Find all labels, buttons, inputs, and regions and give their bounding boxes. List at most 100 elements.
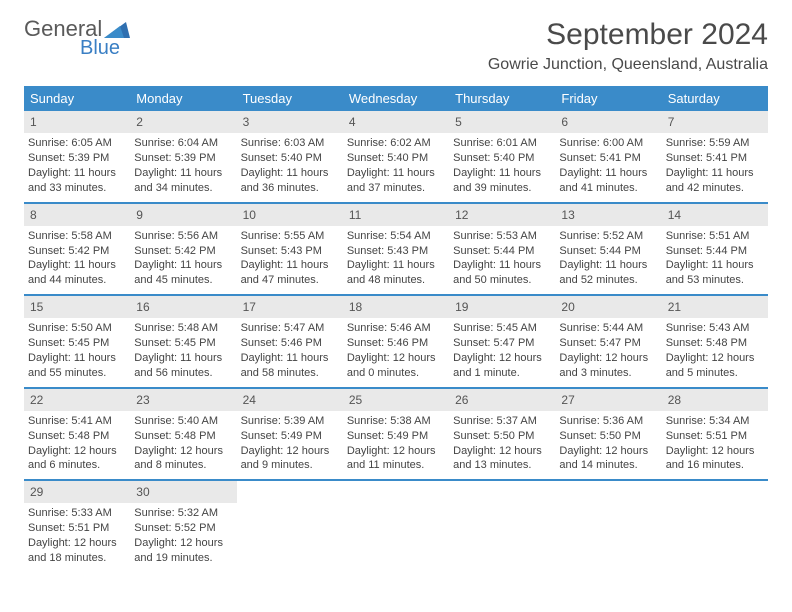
daylight-text: Daylight: 11 hours and 58 minutes.: [241, 351, 339, 381]
sunset-text: Sunset: 5:47 PM: [453, 336, 551, 351]
day-cell: 10Sunrise: 5:55 AMSunset: 5:43 PMDayligh…: [237, 204, 343, 295]
day-cell: 9Sunrise: 5:56 AMSunset: 5:42 PMDaylight…: [130, 204, 236, 295]
sunset-text: Sunset: 5:43 PM: [241, 244, 339, 259]
day-number: 13: [555, 204, 661, 226]
week-row: 1Sunrise: 6:05 AMSunset: 5:39 PMDaylight…: [24, 111, 768, 202]
daylight-text: Daylight: 11 hours and 36 minutes.: [241, 166, 339, 196]
day-cell: 20Sunrise: 5:44 AMSunset: 5:47 PMDayligh…: [555, 296, 661, 387]
daylight-text: Daylight: 11 hours and 53 minutes.: [666, 258, 764, 288]
daylight-text: Daylight: 12 hours and 0 minutes.: [347, 351, 445, 381]
sunset-text: Sunset: 5:44 PM: [666, 244, 764, 259]
day-number: 5: [449, 111, 555, 133]
sunrise-text: Sunrise: 5:47 AM: [241, 321, 339, 336]
sunset-text: Sunset: 5:51 PM: [28, 521, 126, 536]
daylight-text: Daylight: 11 hours and 50 minutes.: [453, 258, 551, 288]
day-body: Sunrise: 5:40 AMSunset: 5:48 PMDaylight:…: [130, 411, 236, 479]
day-cell: 22Sunrise: 5:41 AMSunset: 5:48 PMDayligh…: [24, 389, 130, 480]
week-row: 29Sunrise: 5:33 AMSunset: 5:51 PMDayligh…: [24, 479, 768, 572]
day-cell: 17Sunrise: 5:47 AMSunset: 5:46 PMDayligh…: [237, 296, 343, 387]
calendar-weeks: 1Sunrise: 6:05 AMSunset: 5:39 PMDaylight…: [24, 111, 768, 572]
sunset-text: Sunset: 5:45 PM: [134, 336, 232, 351]
day-cell: 4Sunrise: 6:02 AMSunset: 5:40 PMDaylight…: [343, 111, 449, 202]
day-number: 6: [555, 111, 661, 133]
day-body: Sunrise: 5:54 AMSunset: 5:43 PMDaylight:…: [343, 226, 449, 294]
day-body: Sunrise: 5:33 AMSunset: 5:51 PMDaylight:…: [24, 503, 130, 571]
sunrise-text: Sunrise: 6:03 AM: [241, 136, 339, 151]
day-cell: 30Sunrise: 5:32 AMSunset: 5:52 PMDayligh…: [130, 481, 236, 572]
day-body: Sunrise: 5:58 AMSunset: 5:42 PMDaylight:…: [24, 226, 130, 294]
day-body: Sunrise: 5:38 AMSunset: 5:49 PMDaylight:…: [343, 411, 449, 479]
day-body: Sunrise: 5:37 AMSunset: 5:50 PMDaylight:…: [449, 411, 555, 479]
day-number: 18: [343, 296, 449, 318]
sunset-text: Sunset: 5:44 PM: [559, 244, 657, 259]
sunrise-text: Sunrise: 5:55 AM: [241, 229, 339, 244]
location: Gowrie Junction, Queensland, Australia: [488, 56, 768, 74]
daylight-text: Daylight: 11 hours and 37 minutes.: [347, 166, 445, 196]
sunrise-text: Sunrise: 5:41 AM: [28, 414, 126, 429]
day-cell: 11Sunrise: 5:54 AMSunset: 5:43 PMDayligh…: [343, 204, 449, 295]
day-number: 19: [449, 296, 555, 318]
sunrise-text: Sunrise: 6:02 AM: [347, 136, 445, 151]
sunset-text: Sunset: 5:49 PM: [347, 429, 445, 444]
daylight-text: Daylight: 12 hours and 6 minutes.: [28, 444, 126, 474]
day-cell: 1Sunrise: 6:05 AMSunset: 5:39 PMDaylight…: [24, 111, 130, 202]
day-number: 27: [555, 389, 661, 411]
day-cell: 13Sunrise: 5:52 AMSunset: 5:44 PMDayligh…: [555, 204, 661, 295]
day-body: Sunrise: 5:47 AMSunset: 5:46 PMDaylight:…: [237, 318, 343, 386]
sunrise-text: Sunrise: 5:44 AM: [559, 321, 657, 336]
sunset-text: Sunset: 5:48 PM: [666, 336, 764, 351]
day-number: 22: [24, 389, 130, 411]
sunrise-text: Sunrise: 6:01 AM: [453, 136, 551, 151]
sunset-text: Sunset: 5:42 PM: [134, 244, 232, 259]
sunset-text: Sunset: 5:52 PM: [134, 521, 232, 536]
daylight-text: Daylight: 11 hours and 56 minutes.: [134, 351, 232, 381]
day-cell: 26Sunrise: 5:37 AMSunset: 5:50 PMDayligh…: [449, 389, 555, 480]
daylight-text: Daylight: 12 hours and 13 minutes.: [453, 444, 551, 474]
day-cell: 24Sunrise: 5:39 AMSunset: 5:49 PMDayligh…: [237, 389, 343, 480]
day-cell: [237, 481, 343, 572]
day-body: Sunrise: 5:45 AMSunset: 5:47 PMDaylight:…: [449, 318, 555, 386]
weekday-header: Sunday: [24, 86, 130, 111]
day-cell: [555, 481, 661, 572]
day-number: 20: [555, 296, 661, 318]
daylight-text: Daylight: 12 hours and 19 minutes.: [134, 536, 232, 566]
daylight-text: Daylight: 11 hours and 34 minutes.: [134, 166, 232, 196]
sunset-text: Sunset: 5:49 PM: [241, 429, 339, 444]
day-number: 9: [130, 204, 236, 226]
calendar: SundayMondayTuesdayWednesdayThursdayFrid…: [24, 86, 768, 572]
day-cell: 14Sunrise: 5:51 AMSunset: 5:44 PMDayligh…: [662, 204, 768, 295]
weekday-header-row: SundayMondayTuesdayWednesdayThursdayFrid…: [24, 86, 768, 111]
day-number: 7: [662, 111, 768, 133]
weekday-header: Thursday: [449, 86, 555, 111]
sunrise-text: Sunrise: 5:48 AM: [134, 321, 232, 336]
logo: General Blue: [24, 18, 130, 58]
week-row: 15Sunrise: 5:50 AMSunset: 5:45 PMDayligh…: [24, 294, 768, 387]
daylight-text: Daylight: 12 hours and 9 minutes.: [241, 444, 339, 474]
day-body: Sunrise: 6:01 AMSunset: 5:40 PMDaylight:…: [449, 133, 555, 201]
day-number: 26: [449, 389, 555, 411]
sunset-text: Sunset: 5:46 PM: [347, 336, 445, 351]
day-number: 14: [662, 204, 768, 226]
day-number: 24: [237, 389, 343, 411]
day-body: Sunrise: 5:53 AMSunset: 5:44 PMDaylight:…: [449, 226, 555, 294]
sunset-text: Sunset: 5:45 PM: [28, 336, 126, 351]
day-number: 8: [24, 204, 130, 226]
day-number: 11: [343, 204, 449, 226]
day-body: Sunrise: 5:48 AMSunset: 5:45 PMDaylight:…: [130, 318, 236, 386]
day-cell: 12Sunrise: 5:53 AMSunset: 5:44 PMDayligh…: [449, 204, 555, 295]
day-number: 21: [662, 296, 768, 318]
sunset-text: Sunset: 5:48 PM: [134, 429, 232, 444]
sunrise-text: Sunrise: 5:32 AM: [134, 506, 232, 521]
day-cell: 18Sunrise: 5:46 AMSunset: 5:46 PMDayligh…: [343, 296, 449, 387]
day-body: Sunrise: 6:05 AMSunset: 5:39 PMDaylight:…: [24, 133, 130, 201]
sunset-text: Sunset: 5:50 PM: [559, 429, 657, 444]
sunrise-text: Sunrise: 6:04 AM: [134, 136, 232, 151]
daylight-text: Daylight: 11 hours and 48 minutes.: [347, 258, 445, 288]
daylight-text: Daylight: 12 hours and 1 minute.: [453, 351, 551, 381]
day-body: Sunrise: 5:56 AMSunset: 5:42 PMDaylight:…: [130, 226, 236, 294]
daylight-text: Daylight: 12 hours and 14 minutes.: [559, 444, 657, 474]
logo-text-blue: Blue: [80, 38, 130, 58]
day-cell: 2Sunrise: 6:04 AMSunset: 5:39 PMDaylight…: [130, 111, 236, 202]
day-number: 4: [343, 111, 449, 133]
week-row: 8Sunrise: 5:58 AMSunset: 5:42 PMDaylight…: [24, 202, 768, 295]
